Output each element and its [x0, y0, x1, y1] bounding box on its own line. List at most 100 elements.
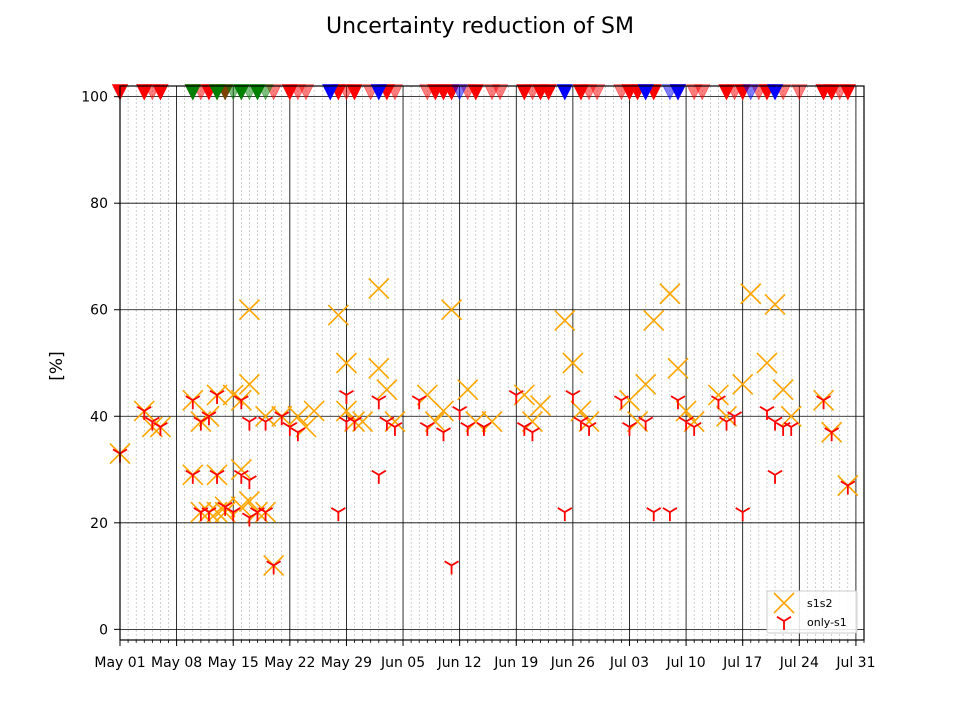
s1s2-point — [440, 299, 463, 321]
only-s1-point — [613, 395, 629, 410]
top-triangle-marker — [613, 84, 630, 101]
legend: s1s2 only-s1 — [766, 590, 858, 634]
top-markers — [111, 84, 856, 101]
only-s1-point — [379, 416, 395, 431]
top-triangle-marker — [184, 84, 201, 101]
top-triangle-marker — [257, 84, 274, 101]
only-s1-point — [136, 405, 152, 420]
only-s1-point — [209, 469, 225, 484]
only-s1-point — [258, 507, 274, 522]
s1s2-point — [643, 309, 665, 331]
only-s1-point — [338, 389, 354, 404]
only-s1-point — [290, 427, 306, 442]
s1s2-point — [432, 400, 455, 422]
x-tick-label: Jul 10 — [666, 655, 706, 671]
s1s2-point — [368, 357, 390, 379]
s1s2-point — [626, 411, 649, 433]
only-s1-point — [347, 416, 362, 431]
only-s1-point — [371, 395, 387, 410]
s1s2-point — [562, 352, 584, 374]
s1s2-point — [465, 411, 487, 433]
legend-marker-only-s1 — [776, 616, 792, 630]
y-tick-label: 40 — [90, 409, 108, 425]
s1s2-point — [254, 405, 277, 427]
only-s1-point — [387, 421, 403, 436]
only-s1-point — [662, 507, 678, 522]
only-s1-point — [436, 427, 451, 442]
only-s1-point — [274, 411, 290, 426]
only-s1-point — [735, 507, 751, 522]
y-tick-label: 20 — [90, 516, 108, 532]
x-tick-label: May 15 — [208, 655, 259, 671]
s1s2-point — [764, 293, 786, 315]
x-tick-label: Jun 05 — [380, 655, 425, 671]
top-triangle-marker — [338, 84, 355, 101]
s1s2-point — [230, 458, 252, 481]
top-triangle-marker — [524, 84, 541, 101]
x-tick-label: Jul 24 — [779, 655, 819, 671]
s1s2-point — [715, 405, 738, 427]
top-triangle-marker — [225, 84, 242, 101]
legend-label-s1s2: s1s2 — [807, 597, 832, 610]
top-triangle-marker — [491, 84, 509, 101]
x-tick-label: Jul 31 — [835, 655, 875, 671]
y-tick-label: 60 — [90, 303, 108, 319]
top-triangle-marker — [451, 84, 468, 101]
s1s2-point — [529, 395, 552, 417]
only-s1-point — [144, 416, 160, 431]
x-tick-label: May 01 — [94, 655, 145, 671]
only-s1-point — [508, 389, 524, 404]
only-s1-point — [816, 395, 832, 410]
only-s1-point — [241, 512, 257, 527]
legend-box — [766, 590, 858, 634]
legend-label-only-s1: only-s1 — [807, 616, 847, 629]
s1s2-point — [732, 373, 754, 395]
y-tick-label: 100 — [81, 90, 108, 106]
s1s2-point — [335, 352, 358, 374]
only-s1-point — [241, 475, 257, 490]
only-s1-point — [241, 416, 257, 431]
s1s2-point — [376, 379, 398, 401]
y-axis-label: [%] — [47, 351, 67, 380]
only-s1-point — [638, 416, 654, 431]
x-tick-label: Jun 26 — [550, 655, 595, 671]
only-s1-point — [783, 421, 799, 436]
s1s2-point — [384, 411, 406, 433]
s1s2-point — [238, 299, 260, 321]
only-s1-point — [185, 395, 201, 410]
only-s1-point — [217, 501, 233, 516]
only-s1-point — [840, 480, 856, 495]
only-s1-point — [185, 469, 201, 484]
top-triangle-marker — [386, 84, 404, 101]
s1s2-point — [238, 373, 260, 395]
only-s1-point — [152, 421, 168, 436]
top-triangle-marker — [726, 84, 743, 101]
x-tick-label: Jun 12 — [437, 655, 482, 671]
top-triangle-marker — [419, 84, 436, 101]
s1s2-point — [424, 411, 446, 433]
only-s1-point — [573, 416, 589, 431]
only-s1-point — [767, 469, 783, 484]
top-triangle-marker — [370, 84, 387, 101]
only-s1-point — [516, 421, 532, 436]
x-tick-label: May 08 — [151, 655, 202, 671]
s1s2-point — [238, 490, 260, 513]
s1s2-point — [295, 416, 317, 438]
top-triangle-marker — [661, 84, 679, 101]
only-s1-point — [193, 416, 209, 431]
only-s1-point — [233, 469, 249, 484]
only-s1-point — [460, 421, 476, 436]
top-triangle-marker — [241, 84, 258, 101]
s1s2-point — [756, 352, 778, 374]
only-s1-point — [670, 395, 686, 410]
only-s1-point — [209, 389, 225, 404]
s1s2-point — [327, 304, 349, 326]
only-s1-point — [452, 405, 468, 420]
top-triangle-marker — [766, 84, 784, 101]
legend-marker-s1s2 — [773, 592, 795, 614]
s1s2-point — [683, 411, 705, 433]
s1s2-point — [772, 379, 794, 401]
s1s2-point — [303, 400, 325, 422]
y-tick-label: 0 — [99, 622, 108, 638]
